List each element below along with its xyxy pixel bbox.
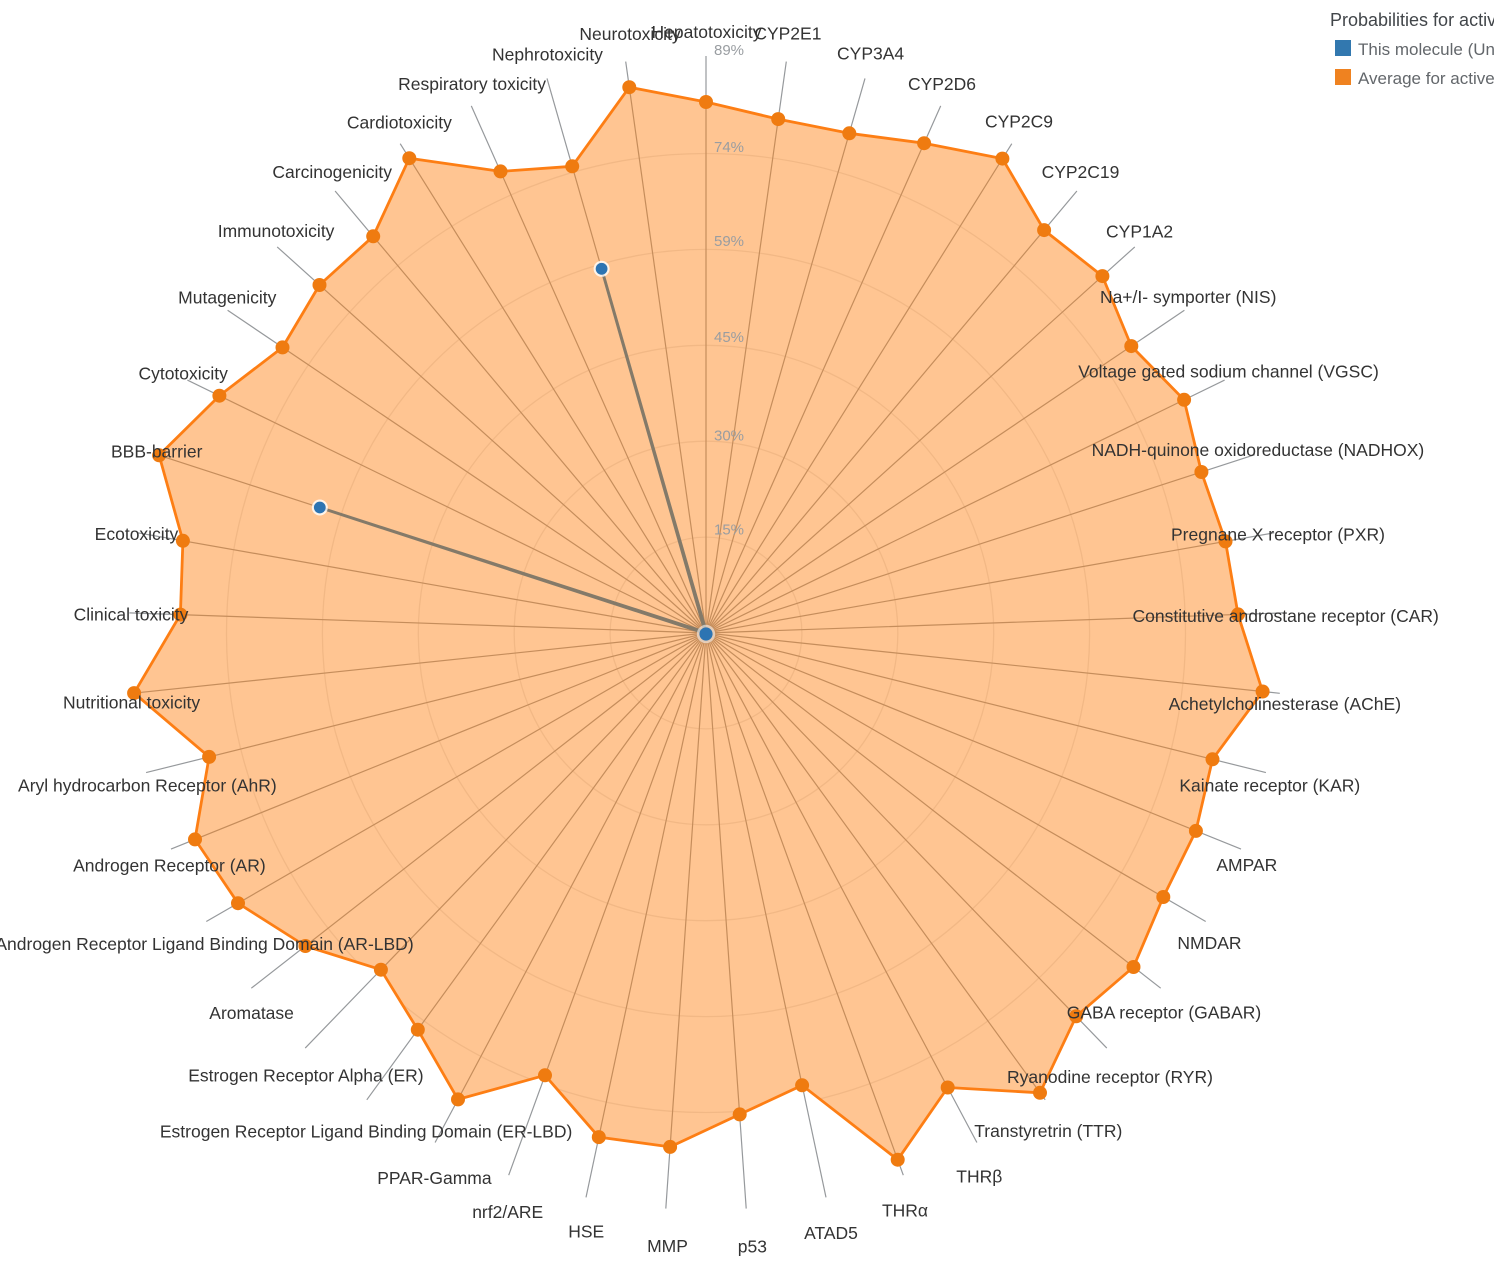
svg-text:Voltage gated sodium channel (: Voltage gated sodium channel (VGSC): [1078, 362, 1379, 382]
svg-text:30%: 30%: [714, 428, 744, 445]
svg-text:CYP1A2: CYP1A2: [1106, 222, 1173, 242]
svg-text:This molecule (Unknown): This molecule (Unknown): [1358, 40, 1494, 59]
svg-text:Estrogen Receptor Alpha (ER): Estrogen Receptor Alpha (ER): [188, 1066, 423, 1086]
svg-text:ATAD5: ATAD5: [804, 1223, 858, 1243]
svg-text:nrf2/ARE: nrf2/ARE: [472, 1202, 543, 1222]
svg-text:BBB-barrier: BBB-barrier: [111, 441, 203, 461]
svg-text:NMDAR: NMDAR: [1177, 933, 1241, 953]
svg-text:Ryanodine receptor (RYR): Ryanodine receptor (RYR): [1007, 1067, 1213, 1087]
svg-text:Neurotoxicity: Neurotoxicity: [579, 24, 680, 44]
svg-text:89%: 89%: [714, 42, 744, 59]
svg-text:Estrogen Receptor Ligand Bindi: Estrogen Receptor Ligand Binding Domain …: [160, 1122, 572, 1142]
svg-text:Cytotoxicity: Cytotoxicity: [138, 363, 228, 383]
svg-text:AMPAR: AMPAR: [1216, 855, 1277, 875]
svg-text:p53: p53: [738, 1237, 767, 1257]
svg-text:Kainate receptor (KAR): Kainate receptor (KAR): [1179, 776, 1360, 796]
svg-text:CYP2C19: CYP2C19: [1042, 162, 1120, 182]
svg-text:59%: 59%: [714, 233, 744, 250]
svg-text:Nutritional toxicity: Nutritional toxicity: [63, 692, 200, 712]
svg-text:THRα: THRα: [882, 1201, 928, 1221]
svg-text:74%: 74%: [714, 139, 744, 156]
svg-text:Average for actives: Average for actives: [1358, 69, 1494, 88]
svg-text:CYP2E1: CYP2E1: [754, 23, 821, 43]
svg-text:Respiratory toxicity: Respiratory toxicity: [398, 74, 546, 94]
svg-text:Cardiotoxicity: Cardiotoxicity: [347, 113, 452, 133]
svg-text:Pregnane X receptor (PXR): Pregnane X receptor (PXR): [1171, 525, 1385, 545]
svg-text:CYP3A4: CYP3A4: [837, 43, 904, 63]
svg-text:Aromatase: Aromatase: [209, 1003, 294, 1023]
svg-text:CYP2D6: CYP2D6: [908, 74, 976, 94]
svg-text:HSE: HSE: [568, 1221, 604, 1241]
svg-text:Hepatotoxicity: Hepatotoxicity: [652, 22, 762, 42]
svg-text:THRβ: THRβ: [956, 1167, 1002, 1187]
svg-text:NADH-quinone oxidoreductase (N: NADH-quinone oxidoreductase (NADHOX): [1092, 440, 1425, 460]
svg-text:45%: 45%: [714, 329, 744, 346]
svg-text:CYP2C9: CYP2C9: [985, 112, 1053, 132]
svg-text:GABA receptor (GABAR): GABA receptor (GABAR): [1067, 1003, 1262, 1023]
svg-text:Immunotoxicity: Immunotoxicity: [218, 221, 335, 241]
svg-text:Androgen Receptor (AR): Androgen Receptor (AR): [73, 856, 266, 876]
svg-text:15%: 15%: [714, 522, 744, 539]
svg-text:Carcinogenicity: Carcinogenicity: [272, 162, 392, 182]
svg-text:Mutagenicity: Mutagenicity: [178, 287, 276, 307]
svg-text:MMP: MMP: [647, 1236, 688, 1256]
svg-text:Nephrotoxicity: Nephrotoxicity: [492, 44, 603, 64]
svg-text:Clinical toxicity: Clinical toxicity: [74, 605, 189, 625]
svg-text:Na+/I- symporter (NIS): Na+/I- symporter (NIS): [1100, 287, 1277, 307]
svg-text:Androgen Receptor Ligand Bindi: Androgen Receptor Ligand Binding Domain …: [0, 934, 414, 954]
svg-text:Ecotoxicity: Ecotoxicity: [95, 524, 179, 544]
svg-text:Constitutive androstane recept: Constitutive androstane receptor (CAR): [1133, 606, 1439, 626]
svg-text:Aryl hydrocarbon Receptor (AhR: Aryl hydrocarbon Receptor (AhR): [18, 775, 277, 795]
svg-text:Transtyretrin (TTR): Transtyretrin (TTR): [974, 1121, 1122, 1141]
svg-text:PPAR-Gamma: PPAR-Gamma: [377, 1168, 492, 1188]
svg-text:Achetylcholinesterase (AChE): Achetylcholinesterase (AChE): [1169, 694, 1401, 714]
svg-text:Probabilities for activity: Probabilities for activity: [1330, 10, 1494, 30]
